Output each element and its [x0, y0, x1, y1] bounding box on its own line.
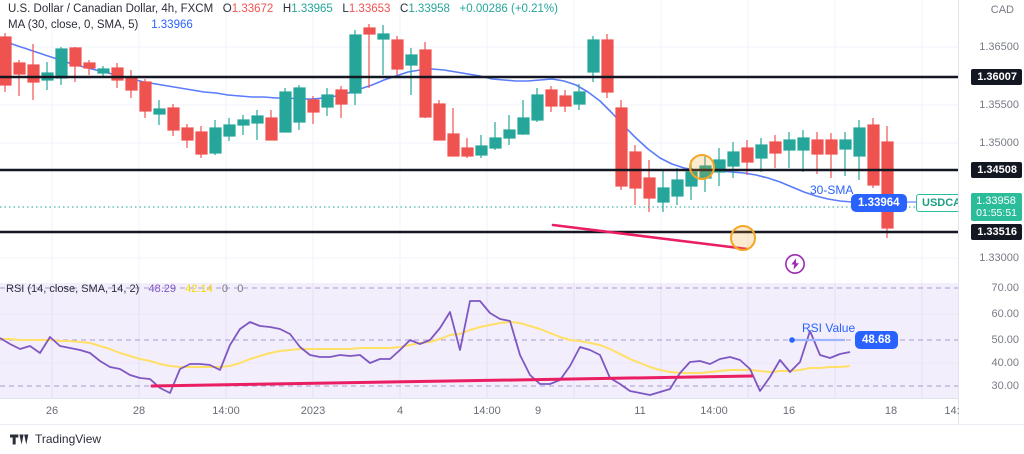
time-label-11: 14: — [944, 405, 960, 417]
price-level-lines — [0, 75, 958, 234]
price-tick-1: 1.35500 — [979, 99, 1019, 111]
rsi-annotation-label: RSI Value — [802, 321, 856, 335]
price-level-label-0[interactable]: 1.36007 — [971, 69, 1022, 85]
time-label-1: 28 — [132, 405, 146, 417]
candlestick-series — [0, 24, 894, 238]
time-label-0: 26 — [45, 405, 59, 417]
price-falling-trendline[interactable] — [551, 223, 749, 251]
footer-bar: TradingView — [0, 424, 1024, 454]
last-price-label[interactable]: 1.33958 01:55:51 — [971, 193, 1022, 221]
symbol-pill[interactable]: USDCAD — [916, 194, 958, 212]
time-label-4: 4 — [396, 405, 404, 417]
price-chart-pane[interactable]: 30-SMA 1.33964 USDCAD — [0, 0, 958, 283]
time-label-5: 14:00 — [473, 405, 501, 417]
price-tick-3: 1.33000 — [979, 252, 1019, 264]
last-price-value: 1.33958 — [976, 195, 1016, 207]
brand-label: TradingView — [35, 432, 102, 446]
price-tick-2: 1.35000 — [979, 137, 1019, 149]
price-chart-canvas — [0, 0, 958, 283]
support-touch-circle[interactable] — [730, 225, 756, 251]
rsi-tick-0: 70.00 — [991, 282, 1019, 294]
rsi-line — [0, 300, 851, 396]
resistance-touch-circle[interactable] — [689, 154, 715, 180]
time-label-9: 16 — [782, 405, 796, 417]
rsi-tick-3: 40.00 — [991, 357, 1019, 369]
axis-currency-label: CAD — [990, 4, 1014, 16]
sma-value-pill[interactable]: 1.33964 — [851, 194, 907, 212]
sma-annotation-label: 30-SMA — [810, 183, 854, 197]
price-axis[interactable]: CAD 1.36500 1.36007 1.35500 1.35000 1.34… — [958, 0, 1024, 424]
bar-countdown: 01:55:51 — [976, 207, 1017, 219]
time-label-3: 2023 — [300, 405, 326, 417]
time-label-2: 14:00 — [212, 405, 240, 417]
rsi-tick-4: 30.00 — [991, 380, 1019, 392]
tradingview-logo-icon — [10, 434, 29, 444]
price-level-label-2[interactable]: 1.33516 — [971, 224, 1022, 240]
time-label-7: 11 — [634, 405, 646, 417]
rsi-trendline[interactable] — [150, 374, 754, 388]
rsi-indicator-pane[interactable]: RSI Value 48.68 — [0, 283, 958, 398]
time-label-8: 14:00 — [700, 405, 728, 417]
rsi-pill-connector — [789, 337, 845, 343]
rsi-value-pill[interactable]: 48.68 — [855, 331, 898, 349]
rsi-tick-2: 50.00 — [991, 334, 1019, 346]
time-axis[interactable]: 26 28 14:00 2023 4 14:00 9 11 14:00 16 1… — [0, 398, 960, 424]
lightning-bolt-icon[interactable] — [784, 253, 806, 275]
tradingview-brand[interactable]: TradingView — [10, 432, 101, 446]
price-level-label-1[interactable]: 1.34508 — [971, 162, 1022, 178]
time-label-10: 18 — [884, 405, 898, 417]
time-label-6: 9 — [534, 405, 542, 417]
rsi-chart-canvas — [0, 283, 958, 398]
rsi-tick-1: 60.00 — [991, 308, 1019, 320]
price-tick-0: 1.36500 — [979, 41, 1019, 53]
